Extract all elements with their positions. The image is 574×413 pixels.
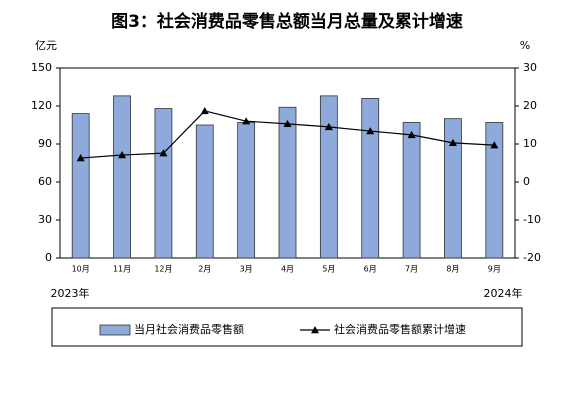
bar <box>71 113 90 259</box>
line-marker <box>324 122 333 131</box>
line-marker <box>366 127 375 135</box>
x-tick-label: 9月 <box>488 265 501 274</box>
legend-label: 当月社会消费品零售额 <box>134 322 244 336</box>
year-label: 2023年 <box>51 286 90 300</box>
y2-tick-label: 0 <box>523 175 530 188</box>
x-tick-label: 7月 <box>405 265 418 274</box>
line-marker <box>118 151 127 159</box>
bar <box>154 108 173 259</box>
line-marker <box>407 130 416 139</box>
bar <box>237 122 256 259</box>
x-tick-label: 12月 <box>154 265 172 274</box>
x-tick-label: 10月 <box>72 265 90 274</box>
bar <box>361 98 380 259</box>
legend-swatch <box>311 326 319 334</box>
bar <box>319 95 338 259</box>
bar <box>444 118 462 259</box>
y2-tick-label: -10 <box>523 213 541 226</box>
y-tick-label: 30 <box>38 213 52 226</box>
bar <box>278 106 297 259</box>
line-marker <box>159 149 168 157</box>
y-tick-label: 60 <box>38 175 52 188</box>
year-label: 2024年 <box>484 286 523 300</box>
line-marker <box>490 141 499 149</box>
y-tick-label: 0 <box>45 251 52 264</box>
bar <box>113 95 131 259</box>
line-marker <box>242 117 251 125</box>
y-unit: 亿元 <box>35 39 57 52</box>
line-marker <box>448 138 457 147</box>
bar <box>195 124 214 259</box>
x-tick-label: 4月 <box>281 265 294 274</box>
y-tick-label: 150 <box>31 61 52 74</box>
legend-label: 社会消费品零售额累计增速 <box>334 322 466 336</box>
y2-unit: % <box>520 39 530 52</box>
y2-tick-label: 30 <box>523 61 537 74</box>
legend-box <box>51 307 523 347</box>
line-marker <box>200 106 209 115</box>
y2-tick-label: 10 <box>523 137 537 150</box>
x-tick-label: 11月 <box>113 265 131 274</box>
line-marker <box>76 154 85 162</box>
bar <box>402 122 421 259</box>
legend-swatch <box>99 324 131 336</box>
y-tick-label: 90 <box>38 137 52 150</box>
x-tick-label: 5月 <box>322 265 335 274</box>
line-marker <box>283 119 292 128</box>
x-tick-label: 3月 <box>240 265 253 274</box>
x-tick-label: 6月 <box>364 265 377 274</box>
chart-title: 图3：社会消费品零售总额当月总量及累计增速 <box>111 11 463 32</box>
y-tick-label: 120 <box>31 99 52 112</box>
y2-tick-label: -20 <box>523 251 541 264</box>
bar <box>485 122 504 259</box>
x-tick-label: 8月 <box>446 265 459 274</box>
y2-tick-label: 20 <box>523 99 537 112</box>
x-tick-label: 2月 <box>198 265 211 274</box>
